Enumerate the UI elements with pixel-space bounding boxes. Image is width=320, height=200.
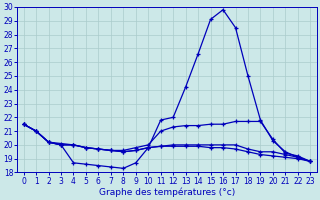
X-axis label: Graphe des températures (°c): Graphe des températures (°c) <box>99 187 235 197</box>
